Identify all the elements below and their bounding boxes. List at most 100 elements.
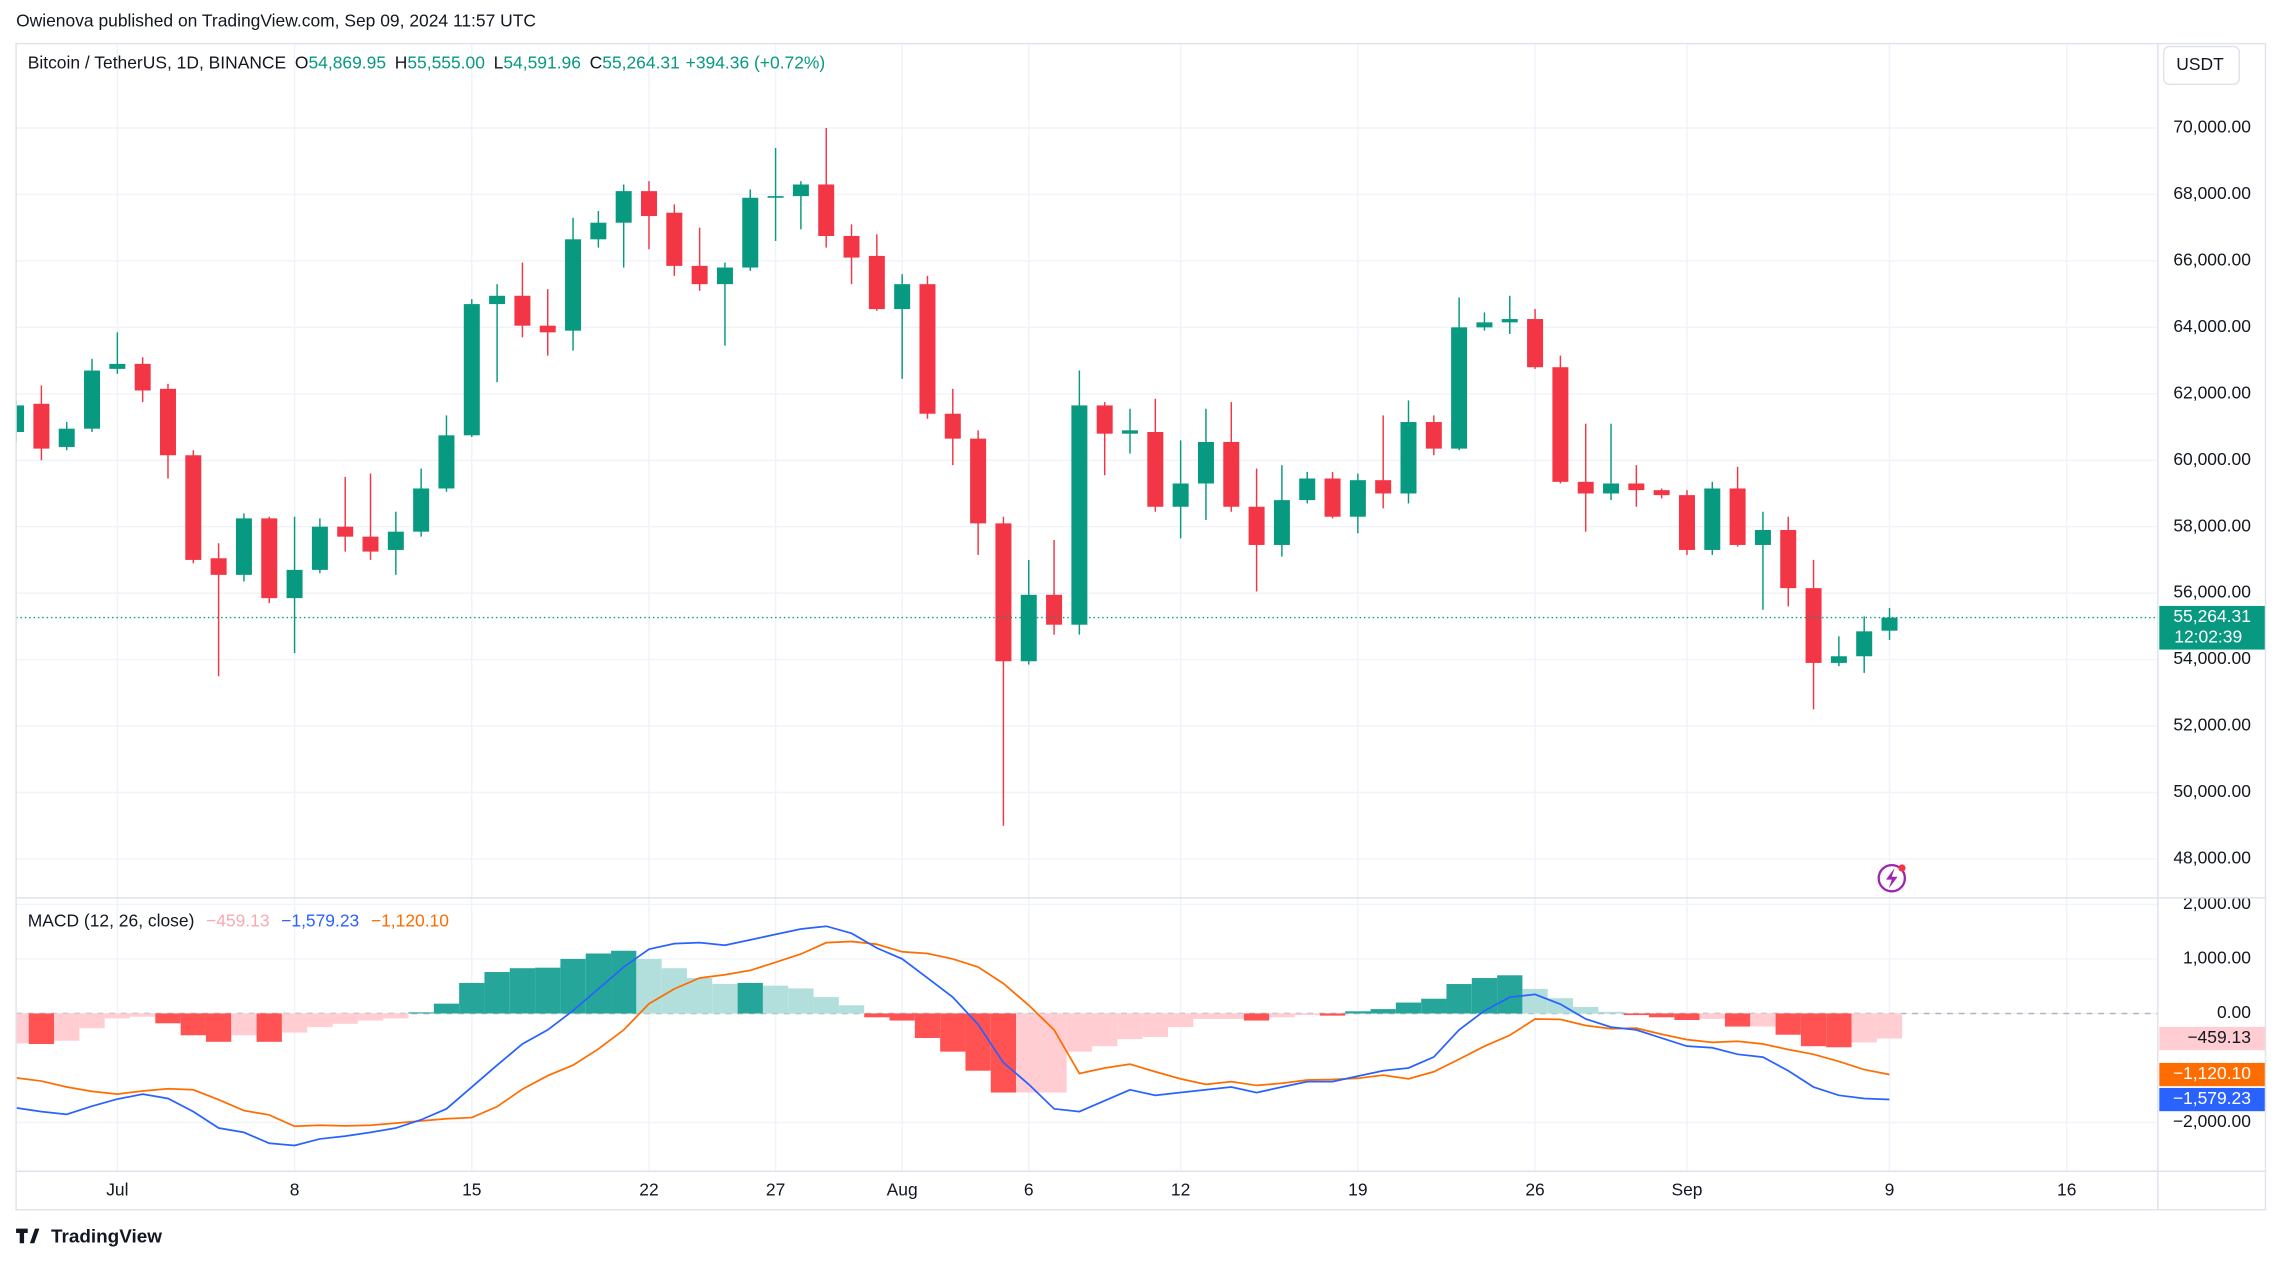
candle-body bbox=[84, 370, 101, 429]
ohlc-key: H bbox=[395, 53, 408, 73]
x-tick-label: 12 bbox=[1171, 1179, 1190, 1199]
x-tick-label: Jul bbox=[106, 1179, 128, 1199]
candle-body bbox=[185, 455, 202, 560]
histogram-bar bbox=[864, 1013, 890, 1018]
histogram-bar bbox=[1243, 1013, 1270, 1021]
histogram-bar bbox=[205, 1013, 232, 1042]
alert-icon[interactable] bbox=[1877, 863, 1907, 893]
histogram-bar bbox=[813, 997, 839, 1014]
candle-body bbox=[1552, 367, 1569, 482]
x-tick-label: 15 bbox=[462, 1179, 481, 1199]
currency-button[interactable] bbox=[2162, 45, 2241, 86]
countdown: 12:02:39 bbox=[2174, 627, 2242, 647]
histogram-bar bbox=[307, 1013, 333, 1028]
macd-line bbox=[16, 925, 1890, 1147]
candle-body bbox=[109, 363, 126, 369]
histogram-bar bbox=[990, 1013, 1017, 1093]
histogram-bar bbox=[433, 1003, 460, 1014]
y-tick-label: 66,000.00 bbox=[2173, 250, 2251, 270]
candle-body bbox=[159, 388, 176, 456]
axes: Jul 8 15 22 27 Aug 6 12 19 26 Sep 9 16 48,000.00 50,00… bbox=[106, 117, 2266, 1199]
histogram-bar bbox=[1395, 1002, 1422, 1014]
change: +394.36 (+0.72%) bbox=[686, 53, 826, 73]
histogram-bar bbox=[535, 967, 561, 1014]
candle-body bbox=[387, 531, 404, 550]
logo-mark bbox=[16, 1228, 40, 1244]
histogram-bar bbox=[509, 968, 536, 1014]
candle-body bbox=[438, 435, 455, 489]
histogram-bar bbox=[256, 1013, 282, 1042]
candle-body bbox=[565, 239, 582, 331]
histogram-bar bbox=[1851, 1013, 1877, 1043]
candle-body bbox=[1780, 530, 1797, 589]
histogram-bar bbox=[332, 1013, 358, 1024]
histogram-bar bbox=[16, 1013, 29, 1044]
histogram-bar bbox=[1876, 1013, 1903, 1039]
histogram-bar bbox=[104, 1013, 131, 1019]
histogram-bar bbox=[1167, 1013, 1194, 1028]
histogram-bar bbox=[1117, 1013, 1143, 1040]
legend: Bitcoin / TetherUS, 1D, BINANCE O 54,869.9… bbox=[28, 53, 826, 931]
candle-body bbox=[1603, 483, 1620, 494]
candle-body bbox=[1147, 432, 1164, 507]
histogram-bar bbox=[231, 1013, 257, 1036]
candle-body bbox=[666, 212, 683, 266]
histogram-bar bbox=[1775, 1013, 1801, 1035]
x-tick-label: 22 bbox=[639, 1179, 658, 1199]
symbol-title: Bitcoin / TetherUS, 1D, BINANCE bbox=[28, 53, 286, 73]
candle-body bbox=[1020, 594, 1037, 662]
candle-body bbox=[58, 428, 75, 447]
frame bbox=[15, 42, 2267, 1211]
candle-body bbox=[843, 235, 860, 258]
icon-dot[interactable] bbox=[1898, 864, 1906, 872]
x-tick-label: 9 bbox=[1885, 1179, 1895, 1199]
x-tick-label: 26 bbox=[1525, 1179, 1544, 1199]
candle-body bbox=[134, 363, 151, 391]
y-tick-label: 62,000.00 bbox=[2173, 382, 2251, 402]
histogram-bar bbox=[1674, 1013, 1700, 1021]
icon-ring[interactable] bbox=[1877, 863, 1907, 893]
candle-body bbox=[235, 518, 252, 575]
histogram-bar bbox=[1724, 1013, 1751, 1027]
histogram-bar bbox=[79, 1013, 105, 1029]
candle-body bbox=[489, 295, 506, 305]
ohlc-value: 54,869.95 bbox=[308, 53, 386, 73]
y-tick-label: 48,000.00 bbox=[2173, 848, 2251, 868]
currency[interactable]: USDT bbox=[2176, 54, 2224, 74]
histogram-bar bbox=[1142, 1013, 1168, 1037]
candle-body bbox=[210, 558, 227, 575]
candle-body bbox=[894, 284, 911, 310]
histogram-bar bbox=[1016, 1013, 1042, 1093]
histogram-bar bbox=[1066, 1013, 1093, 1052]
candle-body bbox=[868, 255, 885, 310]
signal-last-box-label: −1,120.10 bbox=[2173, 1063, 2251, 1083]
ohlc-value: 54,591.96 bbox=[503, 53, 581, 73]
ohlc-key: C bbox=[590, 53, 603, 73]
histogram-bar bbox=[281, 1013, 308, 1033]
x-tick-label: 16 bbox=[2057, 1179, 2076, 1199]
icon-bolt[interactable] bbox=[1885, 868, 1898, 889]
candle-body bbox=[919, 284, 936, 414]
histogram-bar bbox=[585, 953, 612, 1014]
y-tick-label: 58,000.00 bbox=[2173, 515, 2251, 535]
candle-body bbox=[362, 536, 379, 552]
candle-body bbox=[1653, 490, 1670, 496]
candle-body bbox=[514, 295, 531, 326]
histogram-bar bbox=[762, 985, 789, 1014]
candle-body bbox=[1248, 506, 1265, 545]
ohlc-value: 55,555.00 bbox=[407, 53, 485, 73]
publisher: Owienova published on TradingView.com, S… bbox=[16, 10, 536, 30]
candle-body bbox=[1830, 656, 1847, 663]
histogram-bar bbox=[1623, 1013, 1649, 1016]
candle-body bbox=[1856, 631, 1873, 657]
candle-body bbox=[1071, 405, 1088, 625]
y-tick-label: 54,000.00 bbox=[2173, 648, 2251, 668]
brand: TradingView bbox=[51, 1226, 162, 1247]
candle-body bbox=[1299, 478, 1316, 501]
ohlc-value: 55,264.31 bbox=[602, 53, 680, 73]
y-tick-label: 70,000.00 bbox=[2173, 117, 2251, 137]
candle-body bbox=[1628, 483, 1645, 491]
histogram-bar bbox=[560, 958, 586, 1014]
